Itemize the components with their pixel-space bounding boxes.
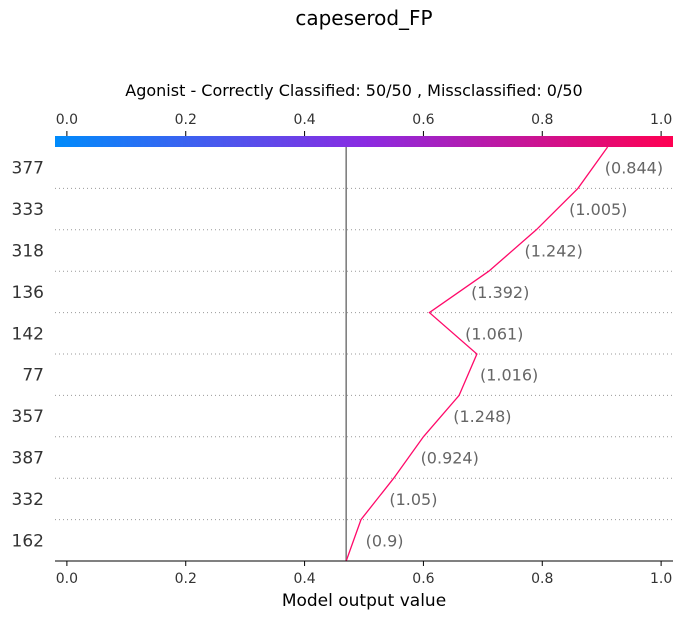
bottom-tick-label: 1.0 xyxy=(650,571,672,587)
top-tick-label: 0.4 xyxy=(293,112,315,128)
bottom-tick-label: 0.2 xyxy=(175,571,197,587)
feature-label: 77 xyxy=(22,366,44,386)
x-axis-label: Model output value xyxy=(282,591,446,611)
feature-label: 332 xyxy=(12,490,44,510)
feature-label: 142 xyxy=(12,324,44,344)
decision-path-line xyxy=(345,146,609,562)
feature-label: 357 xyxy=(12,407,44,427)
feature-label: 162 xyxy=(12,531,44,551)
bottom-tick-label: 0.8 xyxy=(531,571,553,587)
feature-label: 377 xyxy=(12,159,44,179)
bottom-tick-label: 0.4 xyxy=(293,571,315,587)
colorbar xyxy=(55,136,673,147)
top-tick-label: 1.0 xyxy=(650,112,672,128)
value-annotation: (1.061) xyxy=(465,324,523,343)
chart-subtitle: Agonist - Correctly Classified: 50/50 , … xyxy=(125,81,582,100)
feature-label: 387 xyxy=(12,449,44,469)
value-annotation: (0.844) xyxy=(605,159,663,178)
bottom-tick-label: 0.0 xyxy=(56,571,78,587)
feature-label: 318 xyxy=(12,242,44,262)
value-annotation: (0.924) xyxy=(421,449,479,468)
bottom-tick-label: 0.6 xyxy=(412,571,434,587)
top-tick-label: 0.8 xyxy=(531,112,553,128)
feature-label: 333 xyxy=(12,200,44,220)
value-annotation: (1.05) xyxy=(389,490,437,509)
value-annotations: (0.844) (1.005) (1.242) (1.392) (1.061) (1.01… xyxy=(366,159,663,551)
value-annotation: (0.9) xyxy=(366,531,404,550)
bottom-axis: 0.0 0.2 0.4 0.6 0.8 1.0 xyxy=(56,561,672,587)
value-annotation: (1.392) xyxy=(471,283,529,302)
chart-title: capeserod_FP xyxy=(295,6,432,30)
feature-labels: 377 333 318 136 142 77 357 387 332 162 xyxy=(12,159,44,552)
top-axis: 0.0 0.2 0.4 0.6 0.8 1.0 xyxy=(56,112,672,136)
top-tick-label: 0.2 xyxy=(175,112,197,128)
row-gridlines xyxy=(55,187,673,521)
top-tick-label: 0.6 xyxy=(412,112,434,128)
value-annotation: (1.005) xyxy=(569,200,627,219)
feature-label: 136 xyxy=(12,283,44,303)
value-annotation: (1.016) xyxy=(480,366,538,385)
top-tick-label: 0.0 xyxy=(56,112,78,128)
value-annotation: (1.248) xyxy=(453,407,511,426)
value-annotation: (1.242) xyxy=(525,242,583,261)
